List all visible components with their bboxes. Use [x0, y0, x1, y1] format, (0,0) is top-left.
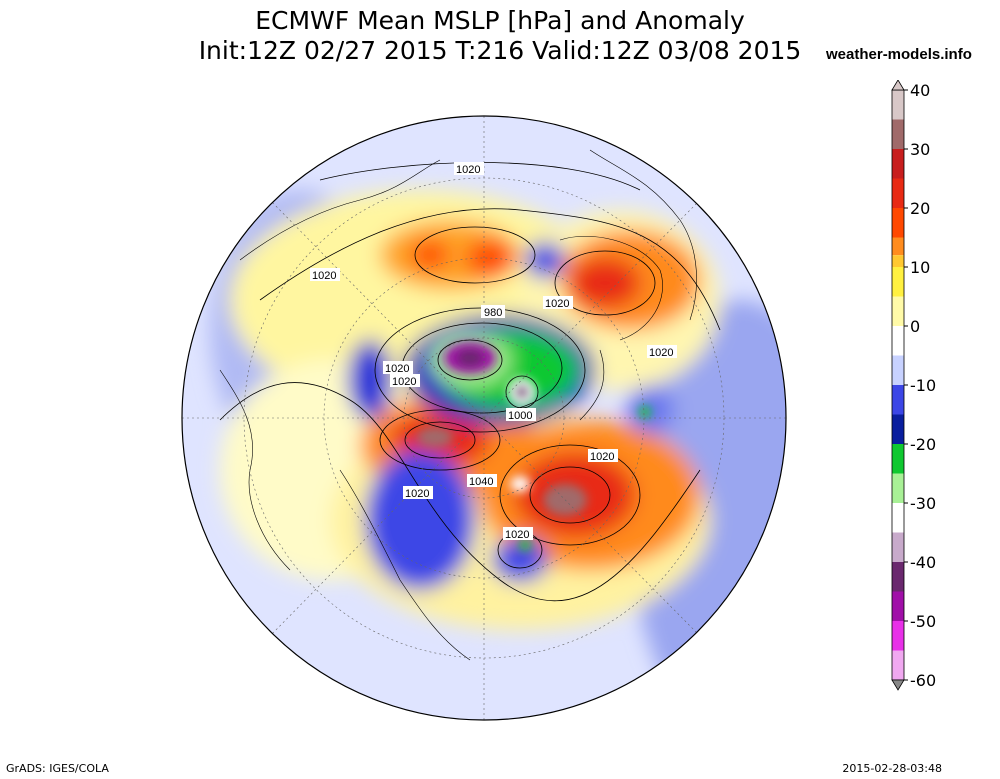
- colorbar-segment: [892, 562, 904, 592]
- isobar-label: 1020: [503, 527, 533, 541]
- isobar-label: 1020: [310, 268, 340, 282]
- colorbar-tick-label: -50: [910, 612, 936, 631]
- colorbar-tick-label: 30: [910, 140, 930, 159]
- colorbar-segment: [892, 503, 904, 533]
- colorbar-segment: [892, 650, 904, 680]
- map-boundary: [181, 115, 787, 721]
- svg-text:1020: 1020: [590, 451, 614, 463]
- map-title-line-2: Init:12Z 02/27 2015 T:216 Valid:12Z 03/0…: [198, 36, 802, 65]
- colorbar-tick-label: -60: [910, 671, 936, 690]
- colorbar-segment: [892, 621, 904, 651]
- colorbar-segment: [892, 178, 904, 208]
- colorbar-segment: [892, 326, 904, 356]
- isobar-label: 1020: [647, 345, 677, 359]
- colorbar-segment: [892, 473, 904, 503]
- colorbar-tick-label: 40: [910, 81, 930, 100]
- colorbar-segment: [892, 255, 904, 267]
- colorbar-segment: [892, 90, 904, 120]
- colorbar-gradient: [891, 89, 905, 681]
- svg-text:1040: 1040: [469, 476, 493, 488]
- timestamp-label: 2015-02-28-03:48: [842, 762, 942, 775]
- colorbar-segment: [892, 355, 904, 385]
- isobar-label: 1020: [383, 361, 413, 375]
- colorbar-tick-label: 0: [910, 317, 920, 336]
- colorbar-tick-label: -30: [910, 494, 936, 513]
- colorbar-segment: [892, 296, 904, 326]
- isobar-label: 1020: [543, 296, 573, 310]
- isobar-label: 980: [481, 305, 505, 319]
- svg-text:1020: 1020: [456, 164, 480, 176]
- svg-text:980: 980: [484, 307, 502, 319]
- isobar-labels: 1020 1020 980 1020 1020 1020 1020 1000 1…: [310, 162, 677, 541]
- colorbar-segment: [892, 591, 904, 621]
- colorbar-segment: [892, 267, 904, 297]
- isobar-label: 1020: [454, 162, 484, 176]
- svg-text:1020: 1020: [312, 270, 336, 282]
- colorbar-tick-label: -40: [910, 553, 936, 572]
- isobar-label: 1040: [467, 474, 497, 488]
- isobar-label: 1000: [506, 408, 536, 422]
- isobar-label: 1020: [403, 486, 433, 500]
- colorbar-ticks: 40 30 20 10 0 -10 -20 -30 -40 -50 -60: [904, 81, 936, 690]
- colorbar: 40 30 20 10 0 -10 -20 -30 -40 -50 -60: [891, 80, 936, 691]
- colorbar-segment: [892, 237, 904, 256]
- svg-text:1000: 1000: [508, 410, 532, 422]
- svg-text:1020: 1020: [392, 376, 416, 388]
- coastlines: [219, 149, 697, 661]
- colorbar-bottom-arrow: [891, 679, 905, 691]
- colorbar-segment: [892, 414, 904, 444]
- isobar-label: 1020: [588, 449, 618, 463]
- svg-text:1020: 1020: [545, 298, 569, 310]
- credit-label: GrADS: IGES/COLA: [6, 762, 109, 775]
- svg-text:1020: 1020: [505, 529, 529, 541]
- map-title-line-1: ECMWF Mean MSLP [hPa] and Anomaly: [255, 6, 745, 35]
- colorbar-tick-label: 10: [910, 258, 930, 277]
- colorbar-tick-label: -10: [910, 376, 936, 395]
- colorbar-tick-label: 20: [910, 199, 930, 218]
- brand-label: weather-models.info: [826, 46, 972, 63]
- colorbar-segment: [892, 119, 904, 149]
- svg-text:1020: 1020: [649, 347, 673, 359]
- colorbar-segment: [892, 385, 904, 415]
- colorbar-segment: [892, 149, 904, 179]
- isobar-label: 1020: [390, 374, 420, 388]
- colorbar-segment: [892, 532, 904, 562]
- svg-text:1020: 1020: [385, 363, 409, 375]
- colorbar-segment: [892, 208, 904, 238]
- svg-text:1020: 1020: [405, 488, 429, 500]
- graticule: [182, 116, 786, 720]
- colorbar-segment: [892, 444, 904, 474]
- colorbar-tick-label: -20: [910, 435, 936, 454]
- colorbar-top-arrow: [891, 80, 905, 91]
